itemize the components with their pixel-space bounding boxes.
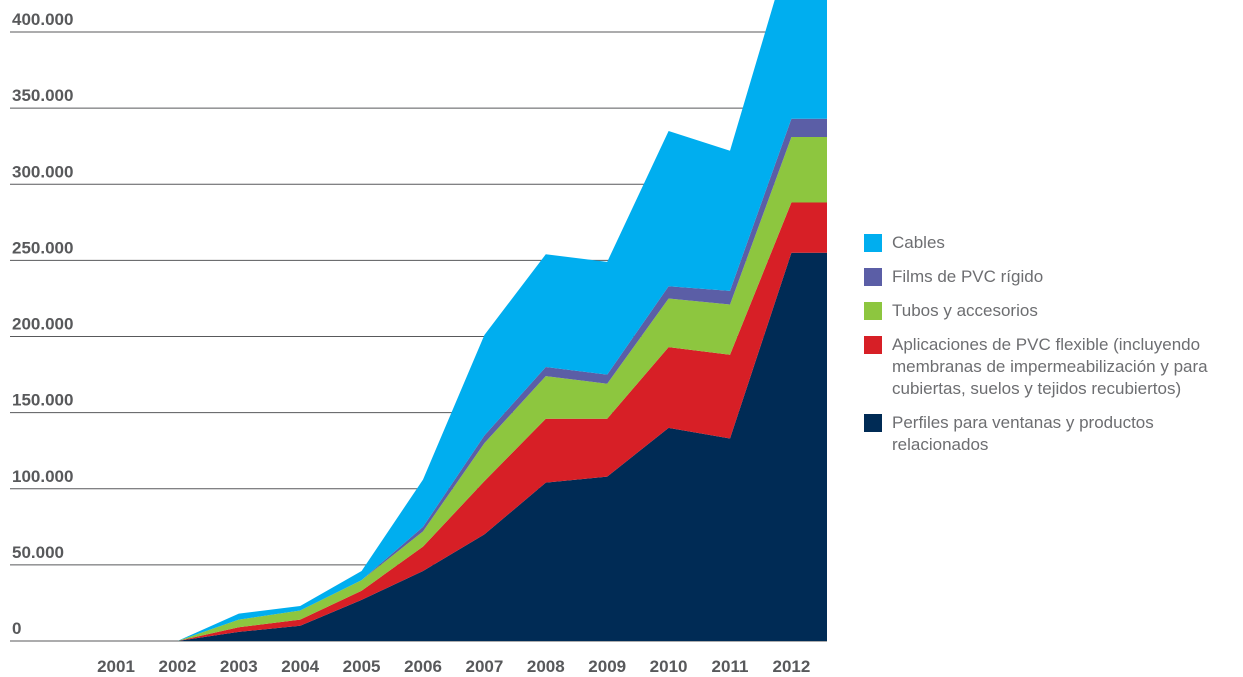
- legend-item-perfiles: Perfiles para ventanas y productos relac…: [864, 412, 1243, 456]
- legend-item-tubos: Tubos y accesorios: [864, 300, 1243, 322]
- y-tick-label: 50.000: [12, 543, 64, 562]
- legend-swatch-cables: [864, 234, 882, 252]
- legend-item-films: Films de PVC rígido: [864, 266, 1243, 288]
- legend-label-tubos: Tubos y accesorios: [892, 301, 1038, 320]
- legend-label-cables: Cables: [892, 233, 945, 252]
- area-series-1: [116, 202, 827, 641]
- legend-label-flexible: Aplicaciones de PVC flexible (incluyendo…: [892, 335, 1208, 398]
- legend-swatch-perfiles: [864, 414, 882, 432]
- y-tick-label: 150.000: [12, 391, 73, 410]
- y-tick-label: 200.000: [12, 315, 73, 334]
- legend-swatch-flexible: [864, 336, 882, 354]
- y-tick-label: 250.000: [12, 238, 73, 257]
- legend-label-films: Films de PVC rígido: [892, 267, 1044, 286]
- y-tick-label: 0: [12, 619, 21, 638]
- x-tick-label: 2009: [588, 657, 626, 676]
- area-series-0: [116, 252, 827, 641]
- legend-swatch-tubos: [864, 302, 882, 320]
- legend-item-cables: Cables: [864, 232, 1243, 254]
- legend: Cables Films de PVC rígido Tubos y acces…: [864, 232, 1243, 468]
- x-tick-label: 2003: [220, 657, 258, 676]
- grid-lines: [10, 31, 827, 642]
- x-tick-label: 2006: [404, 657, 442, 676]
- x-tick-label: 2007: [465, 657, 503, 676]
- x-tick-label: 2008: [527, 657, 565, 676]
- x-axis-ticks: 2001 2002 2003 2004 2005 2006 2007 2008 2009 2010…: [97, 657, 810, 676]
- y-axis-ticks: 0 50.000 100.000 150.000 200.000 250.000 300.0…: [12, 10, 73, 638]
- legend-label-perfiles: Perfiles para ventanas y productos relac…: [892, 413, 1154, 454]
- x-tick-label: 2004: [281, 657, 319, 676]
- y-tick-label: 350.000: [12, 86, 73, 105]
- y-tick-label: 300.000: [12, 162, 73, 181]
- y-tick-label: 400.000: [12, 10, 73, 29]
- x-tick-label: 2002: [158, 657, 196, 676]
- x-tick-label: 2011: [712, 657, 749, 676]
- area-series-4: [116, 0, 827, 641]
- x-tick-label: 2001: [97, 657, 135, 676]
- legend-swatch-films: [864, 268, 882, 286]
- x-tick-label: 2005: [343, 657, 381, 676]
- x-tick-label: 2010: [650, 657, 688, 676]
- legend-item-flexible: Aplicaciones de PVC flexible (incluyendo…: [864, 334, 1243, 400]
- x-tick-label: 2012: [772, 657, 810, 676]
- area-series: [116, 0, 827, 642]
- y-tick-label: 100.000: [12, 467, 73, 486]
